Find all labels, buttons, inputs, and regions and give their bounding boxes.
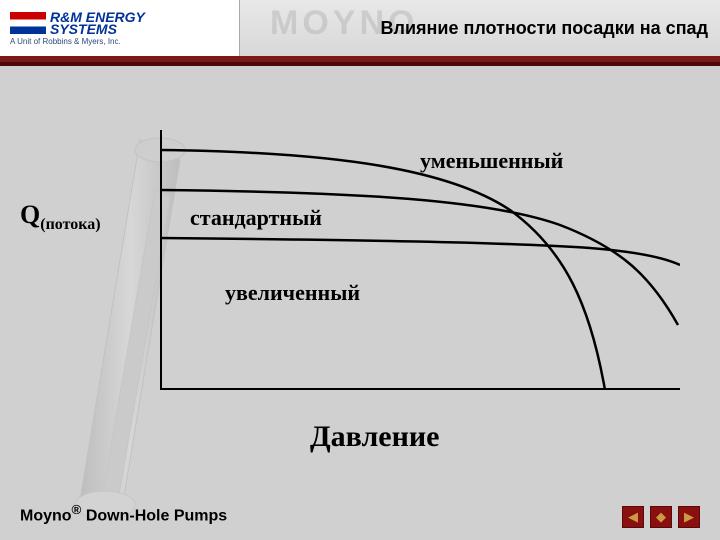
y-axis-sub: (потока) bbox=[40, 216, 100, 233]
curve-label-standard: стандартный bbox=[190, 205, 322, 231]
rm-flag-icon bbox=[10, 12, 46, 34]
footer-text: Moyno® Down-Hole Pumps bbox=[20, 502, 227, 525]
nav-buttons: ◀ ◆ ▶ bbox=[622, 506, 700, 528]
x-axis-label: Давление bbox=[310, 420, 439, 454]
y-axis-main: Q bbox=[20, 200, 40, 229]
curve-label-enlarged: увеличенный bbox=[225, 280, 360, 306]
curve-enlarged bbox=[160, 238, 680, 265]
curve-label-reduced: уменьшенный bbox=[420, 148, 563, 174]
nav-forward-button[interactable]: ▶ bbox=[678, 506, 700, 528]
nav-home-button[interactable]: ◆ bbox=[650, 506, 672, 528]
curve-reduced bbox=[160, 150, 605, 390]
page-title: Влияние плотности посадки на спад bbox=[381, 18, 708, 39]
title-area: MOYNO Влияние плотности посадки на спад bbox=[240, 0, 720, 56]
logo-box: R&M ENERGY SYSTEMS A Unit of Robbins & M… bbox=[0, 0, 240, 56]
header-bar: R&M ENERGY SYSTEMS A Unit of Robbins & M… bbox=[0, 0, 720, 56]
logo-subtitle: A Unit of Robbins & Myers, Inc. bbox=[10, 37, 229, 46]
header-accent-bars bbox=[0, 56, 720, 72]
nav-back-button[interactable]: ◀ bbox=[622, 506, 644, 528]
y-axis-label: Q(потока) bbox=[20, 200, 101, 234]
